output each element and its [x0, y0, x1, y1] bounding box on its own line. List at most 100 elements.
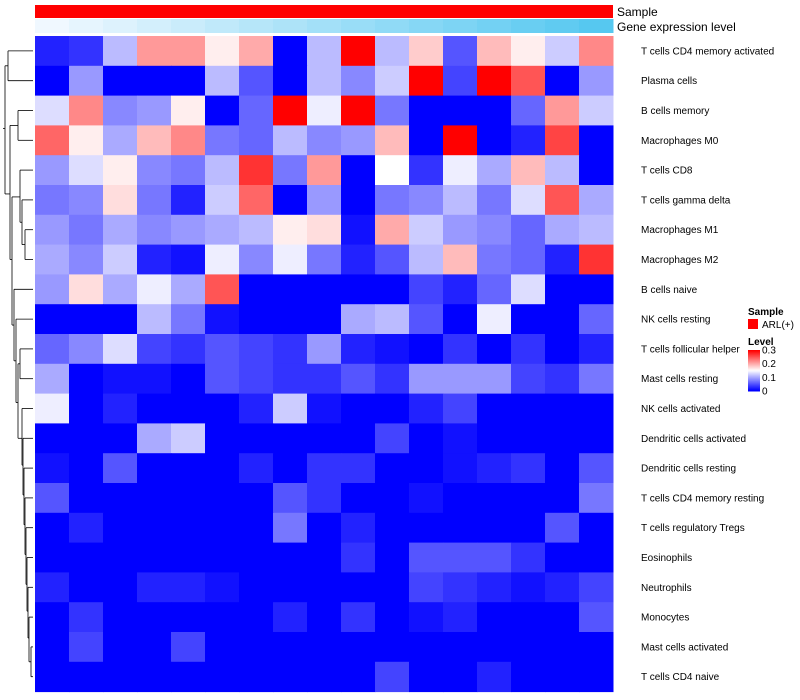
- heatmap-cell: [69, 363, 104, 395]
- heatmap-cell: [35, 155, 70, 186]
- heatmap-cell: [35, 36, 70, 67]
- heatmap-cell: [307, 542, 342, 573]
- heatmap-cell: [239, 661, 274, 693]
- level-legend-gradient-step: [748, 364, 760, 366]
- heatmap-cell: [375, 334, 410, 365]
- heatmap-cell: [443, 423, 478, 454]
- heatmap-cell: [103, 363, 138, 395]
- heatmap-cell: [443, 363, 478, 395]
- heatmap-cell: [545, 185, 580, 216]
- heatmap-cell: [409, 244, 444, 275]
- heatmap-cell: [205, 542, 240, 573]
- heatmap-cell: [239, 125, 274, 156]
- heatmap-cell: [477, 155, 512, 186]
- heatmap-cell: [273, 423, 308, 454]
- heatmap-cell: [307, 661, 342, 693]
- heatmap-cell: [511, 542, 546, 573]
- heatmap-cell: [545, 334, 580, 365]
- heatmap-cell: [443, 393, 478, 424]
- heatmap-cell: [545, 632, 580, 663]
- heatmap-cell: [273, 393, 308, 424]
- row-dendrogram: [3, 50, 33, 678]
- heatmap-cell: [137, 36, 172, 67]
- heatmap-cell: [239, 453, 274, 484]
- row-label: Macrophages M0: [641, 136, 719, 147]
- heatmap-cell: [477, 363, 512, 395]
- expression-annotation-cell: [239, 19, 274, 33]
- heatmap-cell: [35, 244, 70, 275]
- heatmap-cell: [307, 512, 342, 544]
- level-legend-gradient-step: [748, 369, 760, 371]
- heatmap-cell: [375, 125, 410, 156]
- level-legend-gradient-step: [748, 367, 760, 369]
- heatmap-cell: [35, 542, 70, 573]
- heatmap-cell: [239, 274, 274, 305]
- level-legend-gradient-step: [748, 357, 760, 359]
- heatmap-cell: [273, 602, 308, 633]
- heatmap-cell: [375, 155, 410, 186]
- heatmap-cell: [103, 512, 138, 544]
- heatmap-cell: [579, 363, 614, 395]
- heatmap-cell: [137, 125, 172, 156]
- sample-legend-swatch: [748, 319, 758, 329]
- row-label: Mast cells resting: [641, 374, 718, 385]
- heatmap-cell: [35, 185, 70, 216]
- heatmap-cell: [103, 65, 138, 97]
- heatmap-cell: [35, 393, 70, 424]
- heatmap-cell: [171, 125, 206, 156]
- heatmap-cell: [307, 572, 342, 603]
- level-legend-gradient-step: [748, 363, 760, 365]
- level-legend-gradient-step: [748, 358, 760, 360]
- heatmap-cell: [205, 572, 240, 603]
- heatmap-cell: [35, 632, 70, 663]
- heatmap-cell: [545, 602, 580, 633]
- heatmap-cell: [205, 185, 240, 216]
- heatmap-cell: [103, 661, 138, 693]
- heatmap-cell: [341, 95, 376, 126]
- heatmap-cell: [35, 363, 70, 395]
- heatmap-cell: [273, 274, 308, 305]
- heatmap-cell: [545, 36, 580, 67]
- heatmap-cell: [341, 214, 376, 246]
- heatmap-cell: [171, 185, 206, 216]
- heatmap-cell: [511, 274, 546, 305]
- heatmap-cell: [341, 661, 376, 693]
- expression-annotation-cell: [375, 19, 410, 33]
- level-legend-gradient-step: [748, 355, 760, 357]
- heatmap-cell: [375, 453, 410, 484]
- heatmap-cell: [409, 125, 444, 156]
- expression-annotation-cell: [171, 19, 206, 33]
- level-legend-gradient-step: [748, 382, 760, 385]
- heatmap-cell: [443, 36, 478, 67]
- heatmap-cell: [69, 423, 104, 454]
- heatmap-cell: [477, 65, 512, 97]
- heatmap-cell: [103, 602, 138, 633]
- heatmap-cell: [137, 65, 172, 97]
- heatmap-cell: [409, 632, 444, 663]
- heatmap-cell: [375, 363, 410, 395]
- heatmap-cell: [307, 453, 342, 484]
- heatmap-cell: [375, 244, 410, 275]
- level-legend-gradient-step: [748, 379, 760, 382]
- heatmap-cell: [205, 334, 240, 365]
- heatmap-cell: [137, 185, 172, 216]
- level-legend-gradient-step: [748, 385, 760, 388]
- level-legend-gradient-step: [748, 375, 760, 378]
- heatmap-cell: [205, 214, 240, 246]
- expression-annotation-cell: [477, 19, 512, 33]
- heatmap-cell: [341, 185, 376, 216]
- heatmap-cell: [545, 453, 580, 484]
- row-label: T cells gamma delta: [641, 195, 731, 206]
- heatmap-cell: [579, 423, 614, 454]
- row-labels: T cells CD4 memory activated Plasma cells…: [641, 46, 774, 683]
- level-legend-gradient-step: [748, 362, 760, 364]
- heatmap-cell: [35, 453, 70, 484]
- heatmap-cell: [477, 125, 512, 156]
- heatmap-cell: [69, 304, 104, 335]
- heatmap-cell: [307, 65, 342, 97]
- heatmap-cell: [443, 632, 478, 663]
- heatmap-cell: [545, 125, 580, 156]
- heatmap-cell: [579, 542, 614, 573]
- heatmap-cell: [375, 393, 410, 424]
